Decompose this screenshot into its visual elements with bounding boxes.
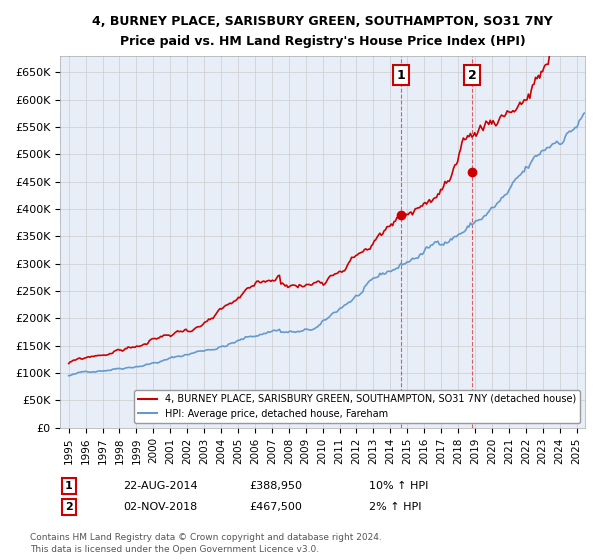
Legend: 4, BURNEY PLACE, SARISBURY GREEN, SOUTHAMPTON, SO31 7NY (detached house), HPI: A: 4, BURNEY PLACE, SARISBURY GREEN, SOUTHA… — [134, 390, 580, 423]
Text: 2: 2 — [468, 69, 476, 82]
Text: Contains HM Land Registry data © Crown copyright and database right 2024.
This d: Contains HM Land Registry data © Crown c… — [30, 533, 382, 554]
Text: 1: 1 — [397, 69, 406, 82]
Text: 2% ↑ HPI: 2% ↑ HPI — [369, 502, 421, 512]
Text: 2: 2 — [65, 502, 73, 512]
Text: £467,500: £467,500 — [249, 502, 302, 512]
Text: 10% ↑ HPI: 10% ↑ HPI — [369, 481, 428, 491]
Text: 02-NOV-2018: 02-NOV-2018 — [123, 502, 197, 512]
Title: 4, BURNEY PLACE, SARISBURY GREEN, SOUTHAMPTON, SO31 7NY
Price paid vs. HM Land R: 4, BURNEY PLACE, SARISBURY GREEN, SOUTHA… — [92, 15, 553, 48]
Text: 1: 1 — [65, 481, 73, 491]
Text: 22-AUG-2014: 22-AUG-2014 — [123, 481, 197, 491]
Text: £388,950: £388,950 — [249, 481, 302, 491]
